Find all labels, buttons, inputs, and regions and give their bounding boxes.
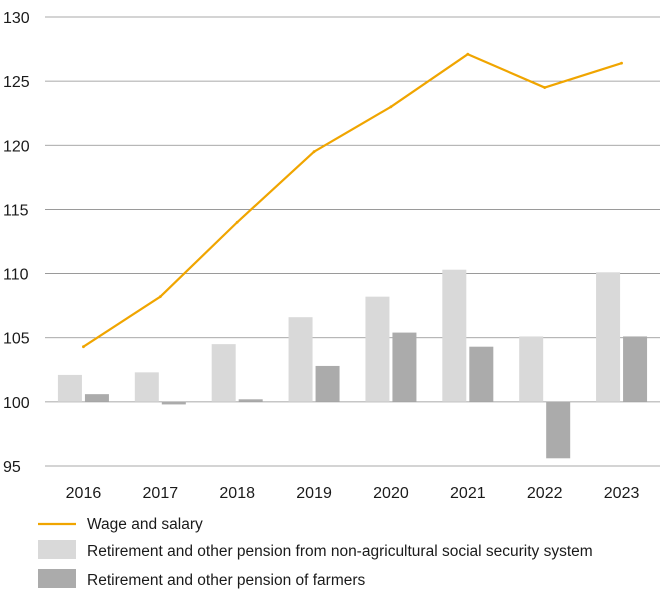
- y-axis: 95 100 105 110 115 120 125 130: [3, 10, 30, 476]
- bar-series-2-2021: [469, 346, 494, 402]
- y-tick-label: 105: [3, 331, 30, 348]
- bar-series-2-2018: [238, 399, 263, 402]
- line-point: [82, 345, 85, 349]
- legend: Wage and salary Retirement and other pens…: [38, 516, 593, 589]
- legend-label: Retirement and other pension from non-ag…: [87, 543, 593, 560]
- bar-series-1-2021: [442, 269, 467, 402]
- y-tick-label: 95: [3, 459, 21, 476]
- bar-series-1-2018: [211, 344, 236, 402]
- bar-series-2-2019: [315, 365, 340, 402]
- y-tick-label: 115: [3, 202, 29, 219]
- y-tick-label: 120: [3, 138, 30, 155]
- x-tick-label: 2021: [450, 485, 486, 502]
- bar-series-1-2022: [519, 336, 544, 402]
- y-tick-label: 130: [3, 10, 30, 27]
- y-tick-label: 100: [3, 395, 30, 412]
- line-series: [82, 52, 623, 349]
- line-point: [235, 220, 239, 224]
- bar-series-2-2022: [546, 401, 571, 459]
- bar-series-2-2023: [623, 336, 648, 402]
- bar-series-1-2019: [288, 317, 313, 402]
- x-tick-label: 2023: [604, 485, 640, 502]
- x-tick-label: 2018: [219, 485, 255, 502]
- line-point: [620, 61, 623, 65]
- legend-bar-swatch: [38, 569, 76, 588]
- line-point: [466, 52, 470, 56]
- legend-bar-swatch: [38, 540, 76, 559]
- line-point: [543, 86, 547, 89]
- x-tick-label: 2020: [373, 485, 409, 502]
- bar-series-1-2023: [596, 272, 621, 402]
- bar-series-2-2016: [84, 394, 109, 402]
- y-tick-label: 110: [3, 267, 29, 284]
- line-point: [389, 105, 393, 109]
- x-tick-label: 2016: [66, 485, 102, 502]
- line-point: [158, 295, 162, 299]
- legend-label: Wage and salary: [87, 516, 203, 533]
- bars: [57, 269, 648, 459]
- y-tick-label: 125: [3, 74, 30, 91]
- wage-line: [82, 53, 622, 348]
- bar-series-1-2020: [365, 296, 390, 402]
- x-tick-label: 2022: [527, 485, 563, 502]
- bar-series-1-2017: [134, 372, 159, 402]
- x-axis: 2016 2017 2018 2019 2020 2021 2022 2023: [66, 485, 640, 502]
- line-point: [312, 150, 316, 154]
- x-tick-label: 2017: [143, 485, 179, 502]
- bar-series-1-2016: [57, 374, 82, 402]
- legend-label: Retirement and other pension of farmers: [87, 572, 366, 589]
- bar-series-2-2017: [161, 401, 186, 405]
- x-tick-label: 2019: [296, 485, 332, 502]
- bar-series-2-2020: [392, 332, 417, 402]
